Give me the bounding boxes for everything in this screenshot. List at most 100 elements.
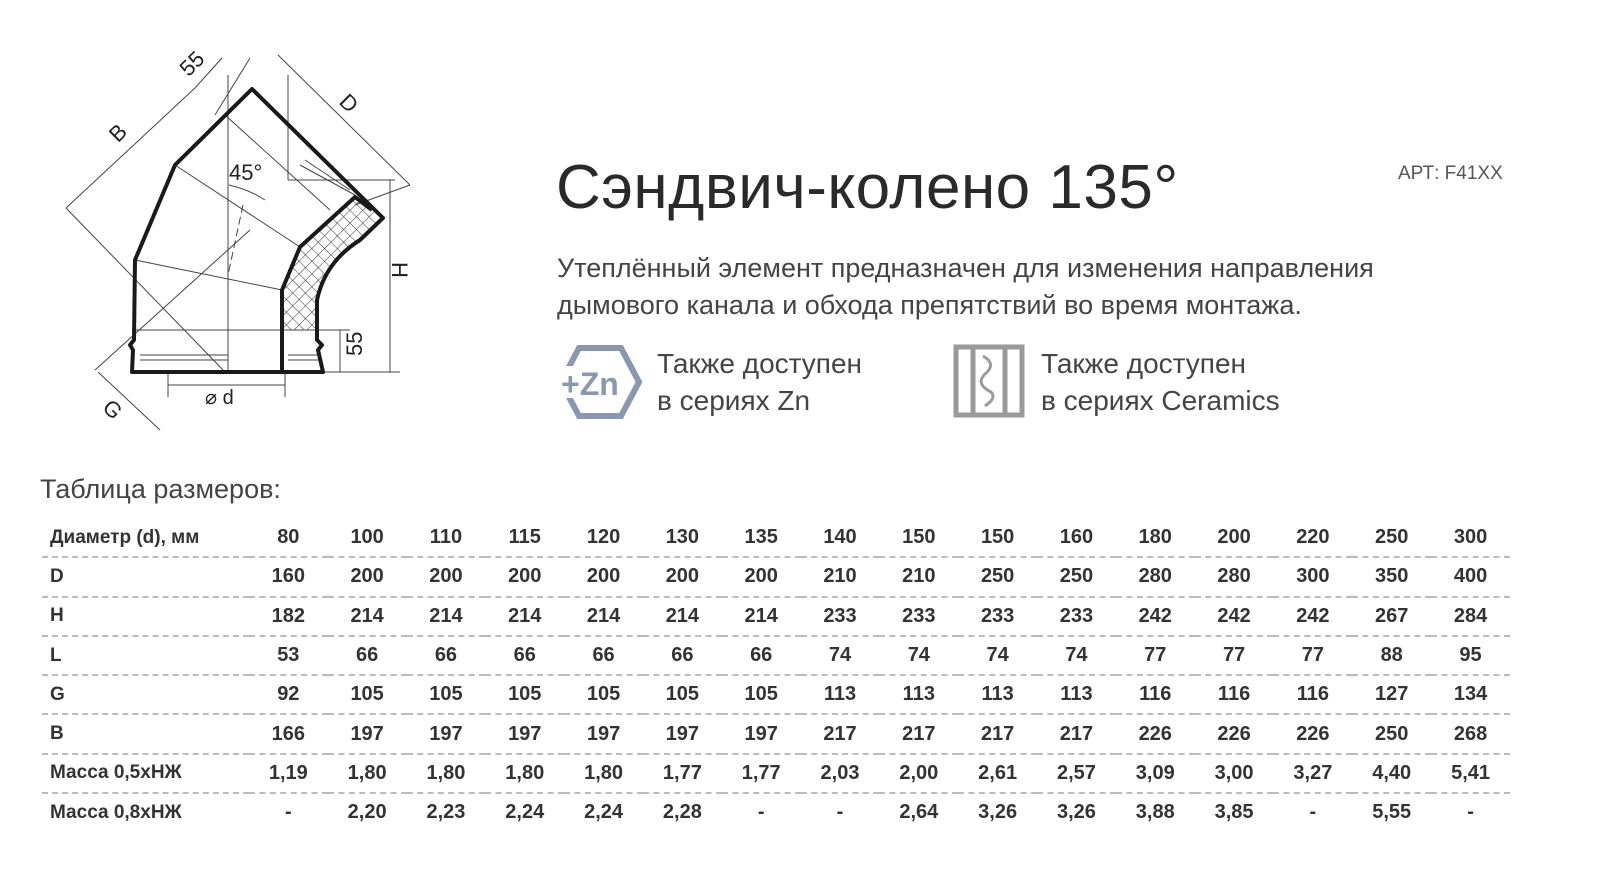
table-cell: 116 [1115, 675, 1195, 716]
table-cell: 3,00 [1194, 753, 1274, 795]
table-cell: 2,61 [958, 753, 1038, 795]
table-cell: 135 [721, 519, 801, 559]
table-cell: 92 [248, 675, 328, 716]
table-cell: 100 [327, 519, 407, 559]
table-cell: 1,80 [564, 753, 643, 795]
table-cell: 150 [958, 519, 1038, 559]
ceramics-icon [953, 344, 1025, 418]
zinc-icon-text: +Zn [561, 366, 619, 402]
table-cell: 210 [800, 557, 880, 598]
table-cell: 197 [721, 714, 801, 755]
table-cell: 166 [248, 714, 328, 755]
table-cell: 2,64 [899, 801, 939, 824]
row-label: B [42, 714, 249, 755]
table-cell: 74 [800, 635, 880, 677]
table-cell: 242 [1273, 596, 1353, 637]
table-cell: 3,09 [1115, 753, 1195, 795]
table-cell: 77 [1194, 635, 1274, 677]
table-cell: 160 [248, 557, 328, 598]
description-line: дымового канала и обхода препятствий во … [557, 290, 1302, 320]
table-cell: - [757, 801, 765, 824]
table-cell: 3,85 [1214, 801, 1254, 824]
table-cell: 200 [721, 557, 801, 598]
table-cell: 116 [1194, 675, 1274, 716]
table-cell: 250 [1037, 557, 1116, 598]
table-cell: 1,19 [248, 753, 328, 795]
availability-ceramics: Также доступен в сериях Ceramics [1041, 345, 1280, 419]
dim-h-label: H [387, 262, 412, 278]
dim-diameter-label: ⌀ d [205, 387, 234, 409]
table-cell: 226 [1194, 714, 1274, 755]
table-cell: 95 [1431, 635, 1510, 677]
table-cell: 80 [248, 519, 328, 559]
table-cell: 400 [1431, 557, 1510, 598]
product-description: Утеплённый элемент предназначен для изме… [557, 250, 1374, 324]
table-cell: 242 [1115, 596, 1195, 637]
table-row: D 160 200 200 200 200 200 200 210 210 250 250 280 280… [42, 557, 1510, 598]
size-table: Диаметр (d), мм 80 100 110 115 120 130 135 140 15… [42, 519, 1510, 831]
table-cell: 66 [642, 635, 722, 677]
dim-d-label: D [334, 89, 363, 118]
table-cell: 200 [642, 557, 722, 598]
table-cell: 200 [1194, 519, 1274, 559]
availability-line: в сериях Ceramics [1041, 385, 1280, 416]
table-cell: 197 [485, 714, 565, 755]
table-cell: 200 [564, 557, 643, 598]
table-cell: 233 [800, 596, 880, 637]
table-cell: 300 [1273, 557, 1353, 598]
table-cell: 3,26 [978, 801, 1018, 824]
availability-line: Также доступен [1041, 348, 1246, 379]
table-cell: 250 [1352, 714, 1432, 755]
row-label: D [42, 557, 249, 598]
table-cell: 134 [1431, 675, 1510, 716]
table-cell: 3,26 [1056, 801, 1096, 824]
table-cell: 197 [642, 714, 722, 755]
table-cell: 105 [485, 675, 565, 716]
table-cell: - [284, 801, 292, 824]
description-line: Утеплённый элемент предназначен для изме… [557, 253, 1374, 283]
table-row: Диаметр (d), мм 80 100 110 115 120 130 135 140 15… [42, 519, 1510, 559]
table-row: Масса 0,5хНЖ 1,19 1,80 1,80 1,80 1,80 1,77 1,77… [42, 753, 1510, 795]
table-cell: 233 [1037, 596, 1116, 637]
table-cell: 1,80 [406, 753, 486, 795]
table-cell: 233 [958, 596, 1038, 637]
table-cell: 1,80 [485, 753, 565, 795]
table-cell: 105 [642, 675, 722, 716]
table-cell: - [1467, 801, 1474, 824]
table-cell: - [1309, 801, 1317, 824]
table-cell: 350 [1352, 557, 1432, 598]
table-cell: 250 [958, 557, 1038, 598]
table-cell: 66 [406, 635, 486, 677]
table-cell: 214 [721, 596, 801, 637]
table-cell: 217 [958, 714, 1038, 755]
table-cell: 242 [1194, 596, 1274, 637]
table-cell: 113 [1037, 675, 1116, 716]
availability-line: в сериях Zn [657, 385, 811, 416]
table-cell: 217 [879, 714, 959, 755]
row-label: Диаметр (d), мм [42, 519, 249, 559]
table-cell: 2,28 [662, 801, 702, 824]
table-cell: 2,57 [1037, 753, 1116, 795]
row-label: L [42, 635, 249, 677]
table-cell: 214 [327, 596, 407, 637]
table-cell: 200 [485, 557, 565, 598]
table-cell: 105 [327, 675, 407, 716]
table-cell: 110 [406, 519, 486, 559]
elbow-technical-drawing: B 55 D 45° H 55 ⌀ d G [65, 46, 412, 431]
table-cell: 217 [800, 714, 880, 755]
table-cell: 5,41 [1431, 753, 1510, 795]
table-cell: 214 [642, 596, 722, 637]
table-row: B 166 197 197 197 197 197 197 217 217 217 217 226 226… [42, 714, 1510, 755]
table-cell: 5,55 [1372, 801, 1412, 824]
table-cell: 226 [1273, 714, 1353, 755]
table-cell: 2,20 [347, 801, 387, 824]
table-cell: 77 [1273, 635, 1353, 677]
table-cell: 280 [1115, 557, 1195, 598]
dim-top-55-label: 55 [174, 46, 209, 81]
table-cell: 74 [879, 635, 959, 677]
table-cell: 77 [1115, 635, 1195, 677]
table-cell: 113 [800, 675, 880, 716]
table-cell: 74 [958, 635, 1038, 677]
table-cell: 105 [721, 675, 801, 716]
table-cell: 130 [642, 519, 722, 559]
